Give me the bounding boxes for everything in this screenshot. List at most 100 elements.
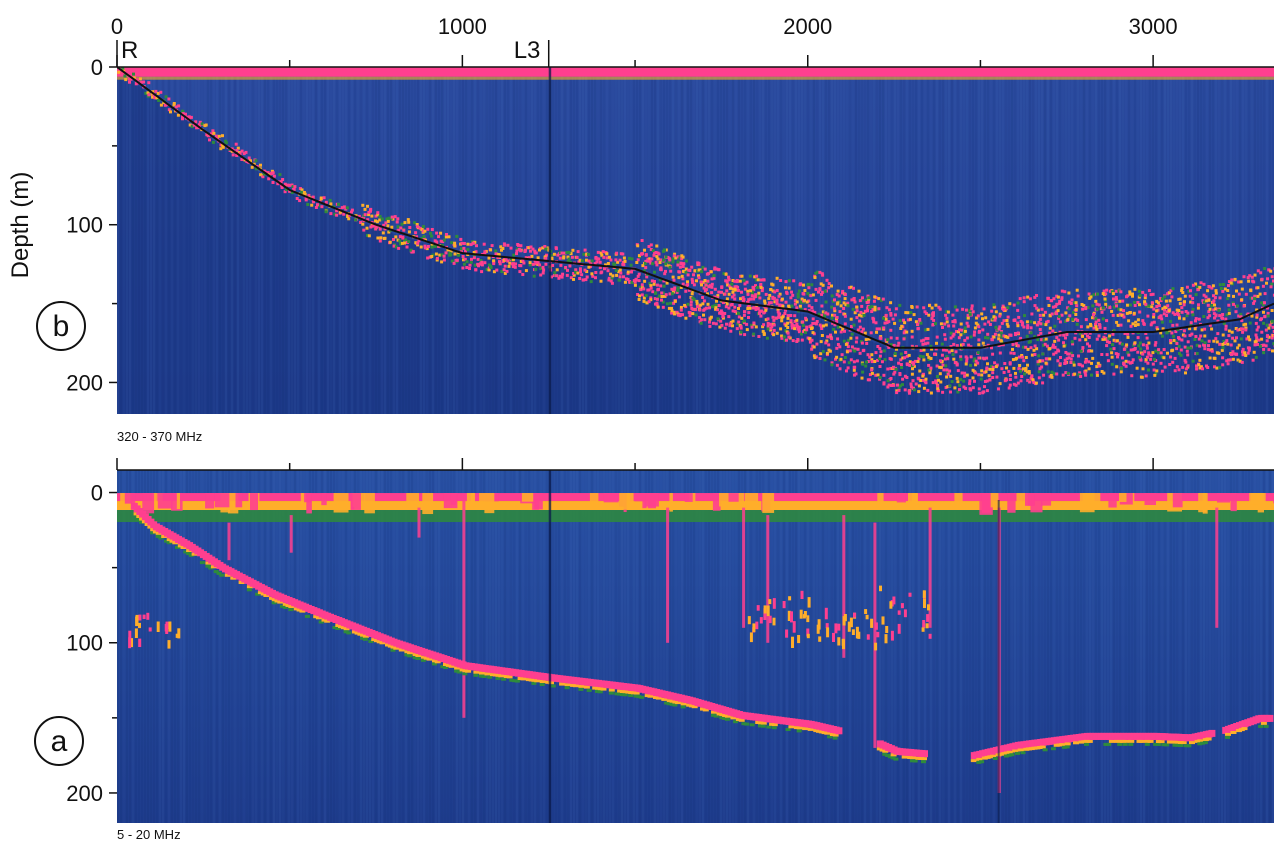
noise-streak: [969, 470, 971, 823]
bed-echo-speckle: [1007, 386, 1011, 390]
bed-echo-fringe: [1017, 748, 1024, 752]
noise-streak: [882, 470, 884, 823]
bed-echo-speckle: [1247, 348, 1251, 352]
bed-echo-speckle: [901, 377, 905, 381]
bed-echo-speckle: [630, 281, 634, 284]
bed-echo-speckle: [455, 234, 459, 238]
noise-streak: [504, 67, 506, 414]
bed-echo-speckle: [1033, 353, 1037, 356]
bed-echo-speckle: [1001, 307, 1005, 311]
bed-echo-speckle: [198, 120, 202, 124]
bed-echo-speckle: [862, 312, 866, 316]
bed-echo-speckle: [1147, 352, 1151, 356]
bed-echo-speckle: [839, 357, 843, 361]
bed-echo-speckle: [903, 388, 907, 392]
bed-echo-fringe: [1164, 743, 1170, 747]
bed-echo-speckle: [873, 295, 877, 299]
noise-streak: [522, 470, 524, 823]
bed-echo-fringe: [288, 608, 294, 612]
bed-echo-fringe: [1086, 739, 1093, 743]
bed-echo-speckle: [283, 190, 287, 194]
noise-streak: [282, 470, 284, 823]
bed-echo-speckle: [587, 259, 591, 263]
bed-echo-speckle: [572, 273, 576, 277]
bed-echo-speckle: [1133, 304, 1137, 307]
bed-echo-speckle: [502, 258, 506, 262]
bed-echo-speckle: [589, 280, 593, 284]
bed-echo-speckle: [1035, 294, 1038, 297]
bed-echo-speckle: [980, 369, 984, 373]
bed-echo-speckle: [770, 325, 774, 329]
noise-streak: [1080, 470, 1082, 823]
bed-echo-speckle: [981, 328, 985, 332]
noise-streak: [702, 67, 704, 414]
bed-echo-speckle: [995, 375, 999, 379]
clutter-blob: [138, 622, 141, 629]
bed-echo-fringe: [495, 676, 501, 680]
noise-streak: [537, 67, 539, 414]
clutter-blob: [766, 605, 770, 617]
noise-streak: [1206, 67, 1208, 414]
bed-echo-speckle: [1171, 323, 1175, 327]
bed-echo-speckle: [926, 337, 930, 341]
clutter-blob: [903, 609, 907, 618]
bed-echo-speckle: [793, 302, 797, 306]
bed-echo-speckle: [797, 325, 801, 329]
noise-streak: [183, 67, 185, 414]
bed-echo-speckle: [1112, 338, 1116, 342]
bed-echo-speckle: [1143, 350, 1147, 354]
bed-echo-speckle: [181, 117, 184, 121]
bed-echo-speckle: [1213, 356, 1217, 360]
bed-echo-speckle: [681, 277, 685, 281]
bed-echo-speckle: [492, 270, 496, 274]
bed-echo-speckle: [1021, 355, 1024, 359]
bed-echo-speckle: [702, 299, 706, 303]
noise-streak: [327, 67, 329, 414]
bed-echo-speckle: [1222, 322, 1226, 326]
bed-echo-speckle: [835, 316, 839, 319]
bed-echo-speckle: [328, 198, 332, 202]
bed-echo-speckle: [314, 206, 318, 209]
bed-echo-speckle: [864, 364, 868, 368]
bed-echo-speckle: [755, 306, 759, 310]
bed-echo-speckle: [836, 325, 840, 329]
bed-echo-speckle: [892, 372, 896, 376]
noise-streak: [309, 67, 311, 414]
clutter-blob: [855, 626, 859, 639]
bed-echo-speckle: [703, 318, 707, 322]
bed-echo-speckle: [1067, 356, 1071, 360]
clutter-blob: [885, 626, 889, 633]
bed-echo-speckle: [708, 324, 712, 328]
bed-echo-speckle: [752, 288, 756, 292]
noise-streak: [165, 67, 167, 414]
bed-echo-speckle: [756, 278, 760, 282]
bed-echo-speckle: [1216, 319, 1220, 323]
bed-echo-speckle: [567, 250, 571, 254]
bed-echo-speckle: [786, 331, 790, 335]
bed-echo-speckle: [1036, 362, 1040, 366]
bed-echo-speckle: [868, 305, 872, 309]
bed-echo-speckle: [514, 262, 518, 266]
bed-echo-fringe: [155, 534, 161, 538]
bed-echo-speckle: [519, 259, 523, 263]
bed-echo-speckle: [1055, 302, 1059, 306]
bed-echo-speckle: [701, 296, 705, 299]
noise-streak: [1200, 470, 1202, 823]
bed-echo-speckle: [834, 357, 837, 361]
surface-speckle: [896, 493, 906, 503]
surface-speckle: [719, 493, 732, 507]
bed-echo-fringe: [1230, 731, 1237, 734]
bed-echo-speckle: [966, 313, 970, 317]
bed-echo-speckle: [1108, 306, 1112, 310]
bed-echo-speckle: [1068, 314, 1072, 318]
noise-streak: [318, 67, 320, 414]
bed-echo-speckle: [1231, 350, 1235, 354]
noise-streak: [1191, 67, 1193, 414]
bed-echo-speckle: [791, 339, 795, 343]
bed-echo-speckle: [1149, 323, 1153, 327]
bed-echo-speckle: [585, 270, 589, 273]
bed-echo-speckle: [1138, 341, 1142, 345]
bed-echo-speckle: [1160, 320, 1164, 324]
bed-echo-fringe: [412, 656, 418, 660]
